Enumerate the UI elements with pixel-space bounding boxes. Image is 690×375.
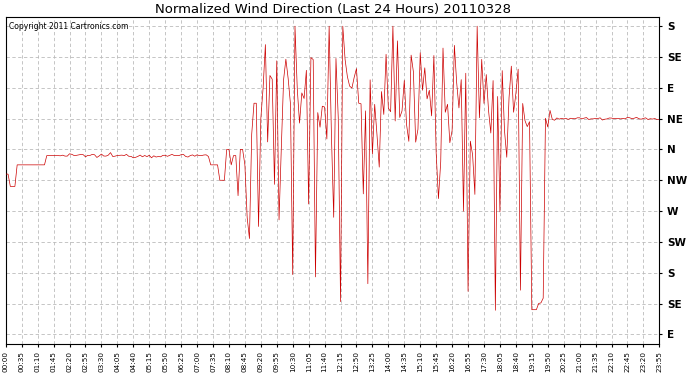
Text: Copyright 2011 Cartronics.com: Copyright 2011 Cartronics.com — [9, 22, 128, 31]
Title: Normalized Wind Direction (Last 24 Hours) 20110328: Normalized Wind Direction (Last 24 Hours… — [155, 3, 511, 16]
